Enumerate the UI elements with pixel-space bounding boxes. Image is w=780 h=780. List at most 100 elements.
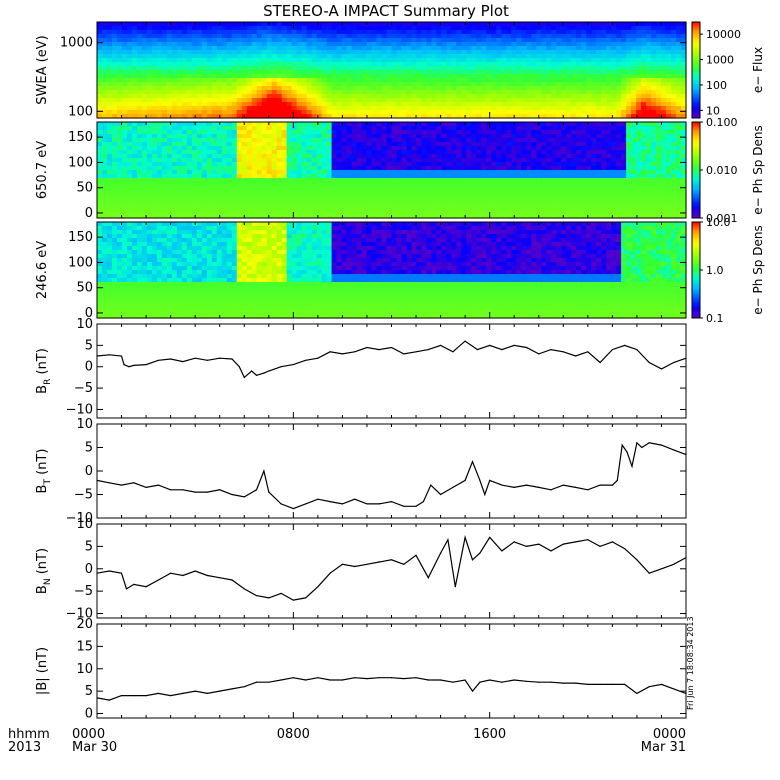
colorbar-tick-label: 100 [706,79,727,92]
data-point-br [403,353,405,355]
data-point-br [525,346,528,349]
data-point-br [120,355,123,357]
data-point-bmag [378,677,380,679]
data-point-bmag [452,681,454,683]
data-point-br [366,346,368,349]
time-format-label: hhmm [8,727,50,742]
y-tick-label: −5 [74,381,93,396]
data-point-br [238,366,240,368]
data-point-bmag [489,679,491,681]
data-point-bn [120,572,123,574]
data-point-bt [452,486,454,488]
data-point-bmag [133,695,135,697]
data-point-bn [182,574,184,577]
colorbar-tick-label: 10 [706,104,720,117]
series-line-bmag [96,677,687,701]
y-tick-label: 0 [85,464,93,479]
data-point-bmag [427,679,429,681]
y-tick-label: 0 [85,206,93,221]
data-point-bn [575,541,577,543]
data-point-bn [513,541,515,543]
data-point-bn [219,577,221,579]
data-point-bt [157,484,159,486]
data-point-bn [194,570,196,572]
data-point-bn [206,574,208,577]
y-axis-label: SWEA (eV) [35,35,50,104]
data-point-bt [108,482,110,484]
y-tick-label: 15 [76,639,93,654]
data-point-br [219,357,221,359]
y-axis-label: BR (nT) [35,348,53,394]
data-point-br [133,364,135,366]
data-point-bmag [243,686,245,688]
spectrogram-swea [97,22,687,119]
series-line-bn [96,535,687,601]
data-point-bt [403,505,405,507]
data-point-bn [341,563,343,565]
data-point-br [317,357,319,359]
data-point-bmag [660,683,663,686]
spectrogram-pad246 [97,222,687,319]
data-point-bt [479,479,481,481]
data-point-bmag [415,677,417,679]
y-tick-label: 5 [85,441,93,456]
data-point-bn [501,550,503,552]
data-point-bmag [464,679,466,681]
data-point-bmag [170,695,172,697]
data-point-bmag [390,677,393,679]
data-point-br [123,364,125,366]
data-point-bt [525,484,528,486]
y-tick-label: 100 [68,155,93,170]
y-axis-label: BN (nT) [35,548,53,594]
data-point-bmag [673,688,675,690]
data-point-bn [231,579,233,581]
data-point-bt [263,470,265,472]
data-point-bmag [268,681,270,683]
data-point-bn [243,588,245,590]
colorbar-tick-label: 0.100 [706,116,738,129]
data-point-br [251,370,253,372]
data-point-bn [479,552,481,554]
data-point-bn [255,595,258,597]
data-point-bn [599,545,601,548]
y-tick-label: −10 [66,402,93,417]
data-point-bmag [255,681,258,683]
panel-frame-bmag [96,623,687,719]
data-point-bt [648,442,650,444]
y-tick-label: 10 [76,317,93,332]
series-line-br [96,340,687,379]
end-date-label: Mar 31 [641,740,686,755]
data-point-bt [255,489,258,491]
data-point-br [587,351,589,353]
colorbar-tick-label: 0.001 [706,212,738,225]
data-point-br [157,359,159,361]
y-tick-label: 10 [76,517,93,532]
data-point-bt [422,501,424,503]
data-point-br [415,351,417,353]
data-point-br [341,353,343,355]
data-point-bn [403,563,405,565]
data-point-br [599,361,601,364]
data-point-bt [219,489,221,491]
data-point-bn [317,586,319,588]
data-point-bn [648,572,650,574]
data-point-bt [120,484,123,486]
data-point-bt [616,479,618,481]
data-point-bt [501,484,503,486]
data-point-bt [673,449,675,451]
data-point-bt [484,493,486,496]
data-point-br [513,344,515,346]
colorbar-label: e− Ph Sp Dens [751,125,765,214]
data-point-bmag [354,677,356,679]
data-point-bn [550,550,552,552]
data-point-bt [435,489,437,491]
data-point-bn [660,568,663,570]
data-point-bn [673,563,675,565]
data-point-bn [538,543,540,545]
data-point-bt [366,503,368,505]
data-point-bt [575,486,577,488]
data-point-bmag [471,690,474,692]
data-point-bn [489,536,491,539]
data-point-br [476,349,478,351]
